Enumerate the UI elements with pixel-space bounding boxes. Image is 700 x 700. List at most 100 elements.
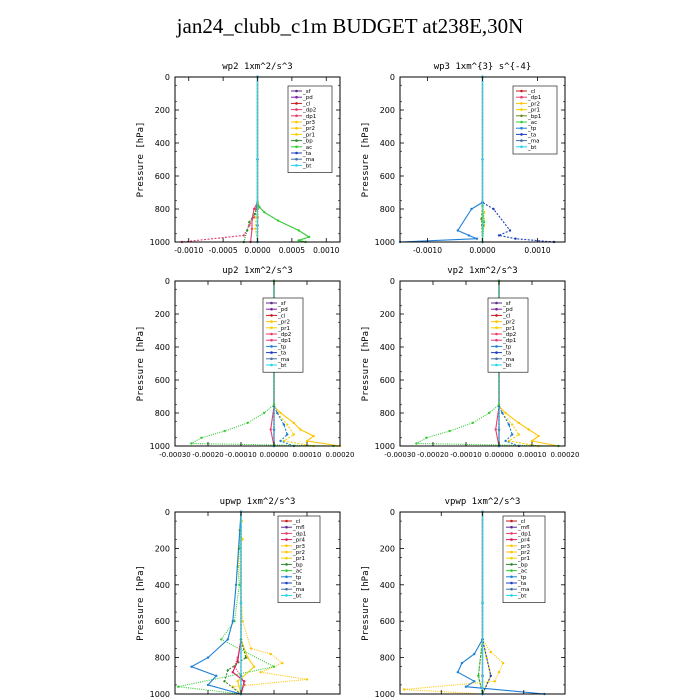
legend-label-ta: _ta: [277, 351, 286, 357]
panel-title: up2 1xm^2/s^3: [222, 266, 292, 276]
legend-label-mfl: _mfl: [517, 525, 530, 531]
x-tick-label: 0.00000: [260, 451, 289, 459]
y-tick-label: 200: [155, 310, 170, 319]
legend-marker-pr2: [270, 320, 273, 323]
series-point: [276, 219, 280, 222]
panel-title: upwp 1xm^2/s^3: [220, 497, 296, 507]
legend-label-cl: _cl: [502, 313, 511, 319]
legend-marker-pr2: [495, 320, 498, 323]
legend-marker-bp: [285, 563, 288, 566]
legend-label-bt: _bt: [292, 593, 302, 599]
legend-label-pd: _pd: [302, 95, 313, 101]
legend-label-ma: _ma: [502, 357, 514, 363]
series-point: [244, 656, 248, 659]
series-point: [276, 411, 279, 415]
series-point: [493, 680, 497, 683]
series-point: [489, 650, 492, 654]
series-line-tp: [399, 77, 484, 243]
legend-marker-pr1: [270, 326, 273, 330]
series-point: [299, 428, 302, 431]
series-point: [282, 423, 286, 426]
y-tick-label: 200: [155, 106, 170, 115]
legend-label-ta: _ta: [527, 132, 536, 138]
series-line-ac: [477, 512, 484, 695]
series-point: [501, 661, 505, 665]
panel-2: wp3 1xm^{3} s^{-4} Pressure [hPa] 0 200 400 6…: [361, 62, 566, 255]
x-tick-label: 0.00020: [326, 451, 355, 459]
legend-label-pr2: _pr2: [277, 320, 290, 326]
legend-label-pr4: _pr4: [517, 538, 531, 544]
legend-label-bp: _bp: [302, 139, 313, 145]
y-tick-label: 200: [380, 544, 395, 553]
series-point: [226, 638, 229, 641]
x-tick-label: 0.0000: [469, 246, 495, 255]
legend-label-ma: _ma: [527, 139, 539, 145]
panel-title: wp3 1xm^{3} s^{-4}: [434, 62, 532, 72]
legend-marker-bt: [520, 145, 523, 149]
legend-label-pr1: _pr1: [292, 556, 305, 562]
x-tick-label: 0.0005: [279, 246, 305, 255]
series-point: [246, 656, 249, 659]
series-point: [511, 433, 514, 436]
series-point: [504, 411, 507, 415]
legend-marker-pr1: [495, 326, 498, 330]
legend-label-pd: _pd: [277, 307, 288, 313]
series-point: [272, 665, 276, 668]
series-point: [215, 674, 218, 677]
series-point: [507, 423, 511, 426]
panel-4: vp2 1xm^2/s^3 Pressure [hPa] 0 200 400 600 800…: [361, 266, 579, 459]
legend-label-ma: _ma: [277, 357, 289, 363]
series-point: [253, 212, 256, 216]
y-tick-label: 0: [165, 73, 170, 82]
x-tick-label: -0.0010: [413, 246, 442, 255]
series-point: [305, 678, 309, 681]
legend-marker-dp1: [495, 338, 498, 342]
legend-marker-pr2: [295, 126, 298, 130]
y-tick-label: 800: [155, 205, 170, 214]
panel-title: vpwp 1xm^2/s^3: [445, 497, 521, 507]
legend-label-dp1: _dp1: [527, 95, 541, 101]
series-point: [305, 439, 309, 443]
series-point: [226, 669, 229, 672]
y-tick-label: 0: [165, 277, 170, 286]
series-point: [281, 661, 284, 665]
y-tick-label: 800: [155, 409, 170, 418]
legend-marker-bp: [295, 139, 298, 142]
y-tick-label: 400: [380, 139, 395, 148]
series-line-tp: [457, 512, 545, 695]
y-tick-label: 400: [155, 343, 170, 352]
legend-marker-ma: [520, 139, 523, 142]
legend-label-cl: _cl: [292, 519, 301, 525]
legend-label-mfl: _mfl: [292, 525, 305, 531]
series-point: [415, 442, 418, 445]
legend-marker-bp: [510, 563, 513, 566]
legend-label-dp1: _dp1: [292, 531, 306, 537]
x-tick-label: 0.00020: [551, 451, 580, 459]
y-tick-label: 1000: [150, 442, 170, 451]
legend-label-pr3: _pr3: [517, 544, 531, 550]
legend-label-dp1: _dp1: [517, 531, 531, 537]
y-tick-label: 1000: [150, 690, 170, 699]
x-tick-label: -0.00010: [225, 451, 256, 459]
legend-marker-tp: [510, 575, 513, 579]
series-point: [206, 656, 210, 659]
panel-1: wp2 1xm^2/s^3 Pressure [hPa] 0 200 400 600 800…: [136, 62, 341, 255]
series-point: [511, 423, 514, 426]
series-point: [279, 439, 282, 443]
legend-marker-cl: [520, 89, 523, 93]
legend-label-cl: _cl: [527, 89, 536, 95]
plot-frame: [174, 280, 341, 447]
series-point: [223, 680, 226, 683]
y-axis-label: Pressure [hPa]: [136, 326, 146, 402]
legend-label-ma: _ma: [292, 587, 304, 593]
legend-marker-sf: [495, 301, 498, 305]
legend-label-dp2: _dp2: [502, 332, 516, 338]
y-tick-label: 200: [380, 310, 395, 319]
series-point: [402, 688, 406, 691]
x-tick-label: -0.0005: [209, 246, 238, 255]
legend-marker-bt: [270, 363, 273, 367]
legend-label-sf: _sf: [302, 89, 312, 95]
y-tick-label: 600: [155, 617, 170, 626]
series-point: [477, 674, 480, 677]
